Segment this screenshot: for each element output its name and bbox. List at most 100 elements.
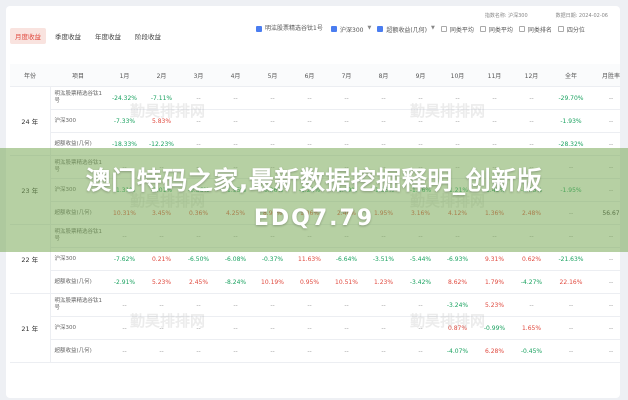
filter-label: 四分位 (566, 27, 585, 34)
value-cell: -- (439, 109, 476, 133)
filter-label: 同类平均 (488, 27, 513, 34)
value-cell: -- (365, 86, 402, 110)
banner-subheadline: EDQ7.79 (253, 206, 375, 231)
value-cell: -- (291, 86, 328, 110)
item-cell: 沪深300 (50, 247, 106, 271)
value-cell: -- (592, 86, 620, 110)
toolbar: 指数名称: 沪深300 数据日期: 2024-02-06 月度收益 季度收益 年… (6, 6, 620, 58)
chevron-down-icon[interactable]: ▼ (367, 25, 372, 31)
tab-quarterly-returns[interactable]: 季度收益 (55, 33, 81, 41)
value-cell: -- (254, 293, 291, 317)
value-cell: 11.63% (291, 247, 328, 271)
value-cell: 10.19% (254, 270, 291, 294)
value-cell: -3.24% (439, 293, 476, 317)
value-cell: 10.51% (328, 270, 365, 294)
item-cell: 明汯股票精选谷钛1号 (50, 293, 106, 317)
checkbox-icon[interactable] (377, 26, 384, 32)
value-cell: -- (402, 339, 439, 363)
value-cell: -0.99% (476, 316, 513, 340)
value-cell: -- (291, 109, 328, 133)
filter-peer-average-2[interactable]: 同类平均 (479, 25, 513, 34)
filter-quartile[interactable]: 四分位 (557, 25, 585, 34)
value-cell: -7.33% (106, 109, 143, 133)
value-cell: 8.62% (439, 270, 476, 294)
value-cell: -24.32% (106, 86, 143, 110)
value-cell: -- (328, 316, 365, 340)
checkbox-icon[interactable] (256, 26, 262, 32)
value-cell: -2.91% (106, 270, 143, 294)
column-header: 7月 (328, 64, 365, 87)
filter-benchmark[interactable]: 沪深300 ▼ (331, 25, 371, 34)
column-header: 4月 (217, 64, 254, 87)
overlay-banner (0, 148, 628, 252)
filter-fund[interactable]: 明汯股票精选谷钛1号 (256, 25, 325, 33)
checkbox-icon[interactable] (440, 26, 447, 32)
series-filters: 明汯股票精选谷钛1号 沪深300 ▼ 超额收益(几何) ▼ 同类平均 同类平均 (256, 25, 585, 34)
data-date-label: 数据日期: 2024-02-06 (555, 13, 608, 19)
column-header: 12月 (513, 64, 550, 87)
value-cell: -- (180, 86, 217, 110)
value-cell: -- (217, 339, 254, 363)
table-row: 21 年明汯股票精选谷钛1号 -- -- -- -- -- -- -- -- -- -3.24% 5.… (10, 293, 620, 363)
column-header: 项目 (50, 64, 106, 87)
data-meta: 指数名称: 沪深300 数据日期: 2024-02-06 (485, 12, 608, 19)
filter-label: 明汯股票精选谷钛1号 (265, 25, 323, 32)
checkbox-icon[interactable] (331, 26, 337, 32)
value-cell: -- (365, 109, 402, 133)
value-cell: -- (365, 339, 402, 363)
column-header: 3月 (180, 64, 217, 87)
checkbox-icon[interactable] (479, 26, 486, 32)
table-row: 超额收益(几何) -2.91% 5.23% 2.45% -8.24% 10.19% 0.95… (10, 270, 620, 294)
item-cell: 明汯股票精选谷钛1号 (50, 86, 106, 110)
value-cell: 0.62% (513, 247, 550, 271)
column-header: 10月 (439, 64, 476, 87)
value-cell: -4.27% (513, 270, 550, 294)
value-cell: 2.45% (180, 270, 217, 294)
year-cell: 21 年 (10, 293, 51, 363)
column-header: 2月 (143, 64, 180, 87)
value-cell: -- (592, 293, 620, 317)
value-cell: -29.70% (550, 86, 592, 110)
filter-peer-rank[interactable]: 同类排名 (518, 25, 552, 34)
value-cell: -- (513, 293, 550, 317)
filter-peer-average[interactable]: 同类平均 (440, 25, 474, 34)
item-cell: 沪深300 (50, 109, 106, 133)
checkbox-icon[interactable] (557, 26, 564, 32)
tab-monthly-returns[interactable]: 月度收益 (10, 28, 46, 44)
value-cell: -- (592, 270, 620, 294)
value-cell: -- (402, 293, 439, 317)
value-cell: -- (291, 316, 328, 340)
value-cell: -21.63% (550, 247, 592, 271)
period-tabs: 月度收益 季度收益 年度收益 阶段收益 (10, 28, 166, 44)
tab-annual-returns[interactable]: 年度收益 (95, 33, 121, 41)
value-cell: -3.51% (365, 247, 402, 271)
value-cell: -- (291, 339, 328, 363)
value-cell: -- (143, 339, 180, 363)
checkbox-icon[interactable] (518, 26, 525, 32)
value-cell: 5.23% (143, 270, 180, 294)
value-cell: -- (254, 109, 291, 133)
value-cell: -- (291, 293, 328, 317)
banner-headline: 澳门特码之家,最新数据挖掘释明_创新版 (85, 166, 543, 195)
value-cell: -- (143, 293, 180, 317)
value-cell: -- (254, 86, 291, 110)
value-cell: -8.24% (217, 270, 254, 294)
value-cell: -- (513, 86, 550, 110)
filter-excess-return[interactable]: 超额收益(几何) ▼ (377, 25, 435, 34)
value-cell: -- (550, 339, 592, 363)
chevron-down-icon[interactable]: ▼ (431, 25, 435, 31)
column-header: 月胜率 (592, 64, 620, 87)
table-row: 沪深300 -7.62% 0.21% -6.50% -6.08% -0.37% 11.63%… (10, 247, 620, 271)
value-cell: -- (476, 109, 513, 133)
value-cell: -- (328, 86, 365, 110)
column-header: 年份 (10, 64, 50, 87)
column-header: 11月 (476, 64, 513, 87)
value-cell: -- (217, 316, 254, 340)
value-cell: 1.23% (365, 270, 402, 294)
value-cell: -1.93% (550, 109, 592, 133)
value-cell: -- (592, 109, 620, 133)
value-cell: -- (180, 293, 217, 317)
value-cell: -- (439, 86, 476, 110)
tab-stage-returns[interactable]: 阶段收益 (135, 33, 161, 41)
table-row: 沪深300 -- -- -- -- -- -- -- -- -- 0.87% -0.99% 1.65% -… (10, 316, 620, 340)
